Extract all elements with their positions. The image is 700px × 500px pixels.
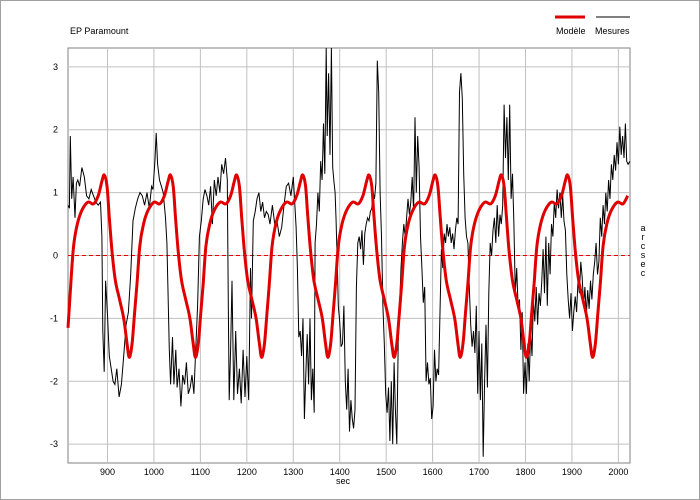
y-tick-label: 1 [53, 188, 58, 198]
y-axis-label-char: e [640, 259, 645, 269]
measures-line [67, 47, 631, 457]
y-tick-label: -3 [50, 439, 58, 449]
y-tick-label: 3 [53, 62, 58, 72]
x-tick-label: 1300 [283, 467, 303, 477]
y-tick-labels: 3 2 1 0 -1 -2 -3 [50, 62, 58, 449]
x-axis-label: sec [336, 476, 351, 486]
x-tick-label: 1700 [469, 467, 489, 477]
x-tick-label: 1400 [330, 467, 350, 477]
y-axis-label-char: s [641, 250, 646, 260]
x-tick-label: 900 [100, 467, 115, 477]
y-tick-label: -2 [50, 376, 58, 386]
y-tick-label: 2 [53, 125, 58, 135]
series-model [66, 173, 630, 359]
legend-label-modele: Modèle [556, 26, 586, 36]
chart-title: EP Paramount [70, 26, 129, 36]
x-tick-label: 1100 [191, 467, 210, 477]
x-tick-label: 1800 [515, 467, 535, 477]
x-tick-label: 1900 [562, 467, 582, 477]
y-tick-label: -1 [50, 313, 58, 323]
x-tick-label: 1000 [144, 467, 164, 477]
x-tick-label: 2000 [608, 467, 628, 477]
x-tick-label: 1200 [237, 467, 257, 477]
y-axis-label-char: a [640, 223, 645, 233]
legend: Modèle Mesures [555, 15, 630, 36]
model-line [66, 173, 630, 359]
x-tick-labels: 900 1000 1100 1200 1300 1400 1500 1600 1700 1800 1… [100, 467, 628, 477]
legend-label-mesures: Mesures [595, 26, 630, 36]
x-tick-label: 1600 [423, 467, 443, 477]
y-axis-label-char: r [642, 232, 645, 242]
y-axis-label-char: c [641, 241, 646, 251]
y-tick-label: 0 [53, 251, 58, 261]
x-tick-label: 1500 [376, 467, 396, 477]
series-measures [67, 47, 631, 457]
y-axis-label-char: c [641, 268, 646, 278]
